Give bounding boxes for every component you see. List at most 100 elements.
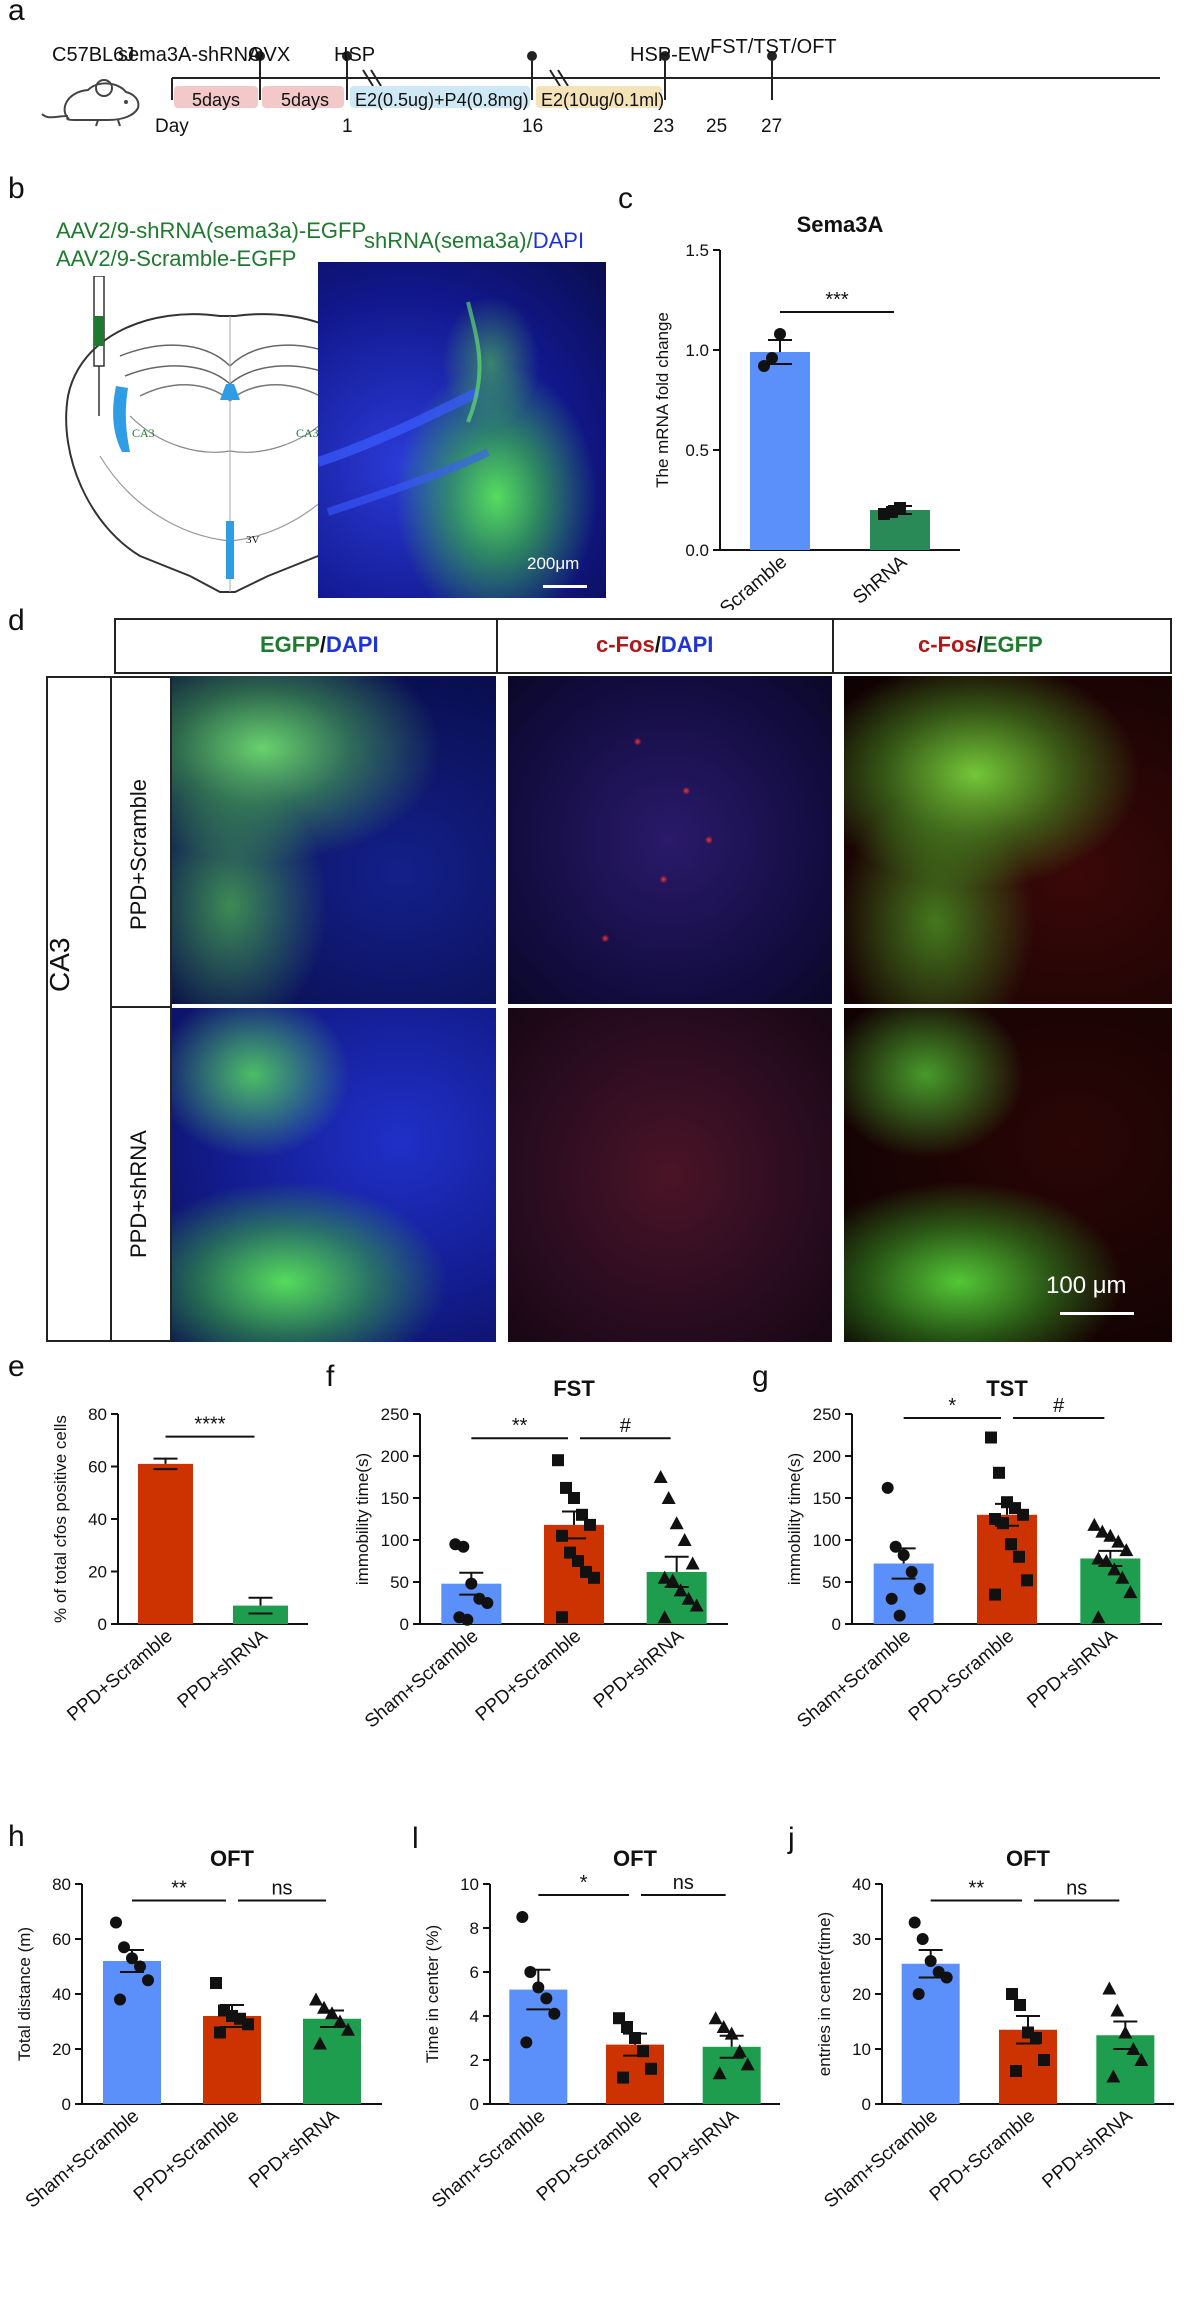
data-point bbox=[1099, 1554, 1114, 1567]
data-point bbox=[1091, 1610, 1106, 1624]
data-point bbox=[1017, 1508, 1029, 1521]
significance-label: * bbox=[580, 1872, 588, 1894]
data-point bbox=[1118, 2025, 1133, 2039]
y-tick-label: 20 bbox=[52, 2040, 71, 2059]
data-point bbox=[989, 1588, 1001, 1601]
panel-label-e: e bbox=[8, 1350, 25, 1383]
x-tick-label: PPD+shRNA bbox=[645, 2106, 743, 2193]
data-point bbox=[325, 2006, 339, 2020]
bar bbox=[750, 352, 810, 550]
data-point bbox=[572, 1555, 584, 1567]
bar bbox=[702, 2046, 761, 2104]
chart-j: OFT entries in center(time) 0 10 20 30 40 Sham+… bbox=[815, 1846, 1174, 2212]
data-point bbox=[110, 1916, 122, 1929]
y-tick-label: 10 bbox=[852, 2040, 871, 2059]
y-tick-label: 40 bbox=[88, 1510, 107, 1529]
micrograph-b-title: shRNA(sema3a)/DAPI bbox=[364, 228, 584, 254]
timeline-event-hsp-ew: HSP-EW bbox=[630, 44, 710, 66]
atlas-3v: 3V bbox=[246, 534, 260, 546]
chart-f: FST immobility time(s) 0 50 100 150 200 250 Sham… bbox=[353, 1376, 728, 1732]
data-point bbox=[1115, 1570, 1130, 1584]
data-point bbox=[556, 1529, 568, 1542]
significance-label: ns bbox=[271, 1878, 292, 1900]
y-axis-label: The mRNA fold change bbox=[653, 312, 672, 488]
data-point bbox=[317, 2000, 331, 2014]
y-tick-label: 250 bbox=[381, 1405, 409, 1424]
data-point bbox=[997, 1517, 1009, 1530]
x-tick-label: ShRNA bbox=[849, 552, 911, 609]
x-tick-label: PPD+shRNA bbox=[590, 1626, 688, 1713]
data-point bbox=[1107, 1562, 1122, 1576]
significance-label: # bbox=[620, 1415, 632, 1437]
data-point bbox=[905, 1565, 918, 1578]
atlas-ca3-left: CA3 bbox=[132, 426, 155, 440]
data-point bbox=[629, 2032, 641, 2044]
significance-label: * bbox=[948, 1395, 956, 1417]
data-point bbox=[758, 360, 770, 372]
y-tick-label: 50 bbox=[822, 1573, 841, 1592]
data-point bbox=[621, 2021, 633, 2033]
panel-label-a: a bbox=[8, 0, 25, 27]
significance-label: ** bbox=[512, 1415, 528, 1437]
header-sep-1: / bbox=[319, 632, 327, 657]
data-point bbox=[894, 502, 906, 514]
data-point bbox=[924, 1955, 937, 1967]
data-point bbox=[1091, 1551, 1106, 1565]
y-tick-label: 150 bbox=[381, 1489, 409, 1508]
data-point bbox=[341, 2022, 355, 2036]
data-point bbox=[913, 1582, 926, 1595]
significance-label: ns bbox=[673, 1872, 694, 1894]
data-point bbox=[333, 2014, 347, 2028]
data-point bbox=[560, 1481, 572, 1494]
micrograph-scramble-cfos-egfp bbox=[844, 676, 1172, 1004]
y-axis-label: immobility time(s) bbox=[353, 1453, 372, 1585]
chart-h: OFT Total distance (m) 0 20 40 60 80 Sham+Scram… bbox=[15, 1846, 382, 2212]
micrograph-shrna-cfos-egfp bbox=[844, 1008, 1172, 1342]
chart-title: OFT bbox=[210, 1846, 255, 1871]
timeline-day-27: 27 bbox=[761, 116, 783, 137]
micrograph-d-scale-bar bbox=[1060, 1312, 1134, 1315]
significance-label: ** bbox=[969, 1878, 985, 1900]
panel-d-side-mid bbox=[112, 1006, 172, 1008]
bar bbox=[233, 1605, 288, 1624]
data-point bbox=[532, 1981, 545, 1994]
panel-d-row-label-shrna: PPD+shRNA bbox=[126, 1130, 151, 1258]
header-egfp: EGFP bbox=[260, 632, 320, 657]
panel-d-header-cfos-dapi: c-Fos/DAPI bbox=[596, 632, 713, 658]
timeline-day-16: 16 bbox=[522, 116, 544, 137]
header-dapi-1: DAPI bbox=[326, 632, 379, 657]
panel-label-g: g bbox=[752, 1360, 769, 1393]
data-point bbox=[657, 1570, 672, 1584]
bar bbox=[509, 1989, 568, 2104]
header-sep-2: / bbox=[654, 632, 661, 657]
panel-d-header-egfp-dapi: EGFP/DAPI bbox=[260, 632, 379, 658]
y-tick-label: 0 bbox=[98, 1615, 107, 1634]
chart-title: FST bbox=[553, 1376, 595, 1401]
y-tick-label: 80 bbox=[52, 1875, 71, 1894]
mouse-strain-label: C57BL6J bbox=[52, 44, 135, 66]
chart-title: OFT bbox=[1006, 1846, 1051, 1871]
data-point bbox=[712, 2066, 727, 2080]
x-tick-label: PPD+Scramble bbox=[130, 2106, 243, 2206]
y-tick-label: 0 bbox=[832, 1615, 841, 1634]
chart-title: OFT bbox=[613, 1846, 658, 1871]
bar bbox=[901, 1963, 960, 2104]
y-tick-label: 100 bbox=[813, 1531, 841, 1550]
y-tick-label: 20 bbox=[852, 1985, 871, 2004]
mouse-icon bbox=[38, 70, 148, 132]
timeline-day-25: 25 bbox=[706, 116, 728, 137]
data-point bbox=[1006, 1988, 1018, 2000]
micrograph-b-scale-bar bbox=[543, 585, 587, 588]
data-point bbox=[214, 2026, 226, 2039]
data-point bbox=[584, 1518, 596, 1531]
data-point bbox=[897, 1549, 910, 1562]
y-axis-label: immobility time(s) bbox=[785, 1453, 804, 1585]
micrograph-d-scale-label: 100 μm bbox=[1046, 1272, 1127, 1299]
data-point bbox=[685, 1556, 700, 1570]
data-point bbox=[1038, 2054, 1050, 2066]
header-dapi-2: DAPI bbox=[660, 632, 714, 657]
data-point bbox=[1119, 1543, 1134, 1557]
y-tick-label: 0.0 bbox=[685, 541, 709, 560]
data-point bbox=[1021, 1574, 1033, 1587]
y-axis-label: Time in center (%) bbox=[423, 1925, 442, 2063]
